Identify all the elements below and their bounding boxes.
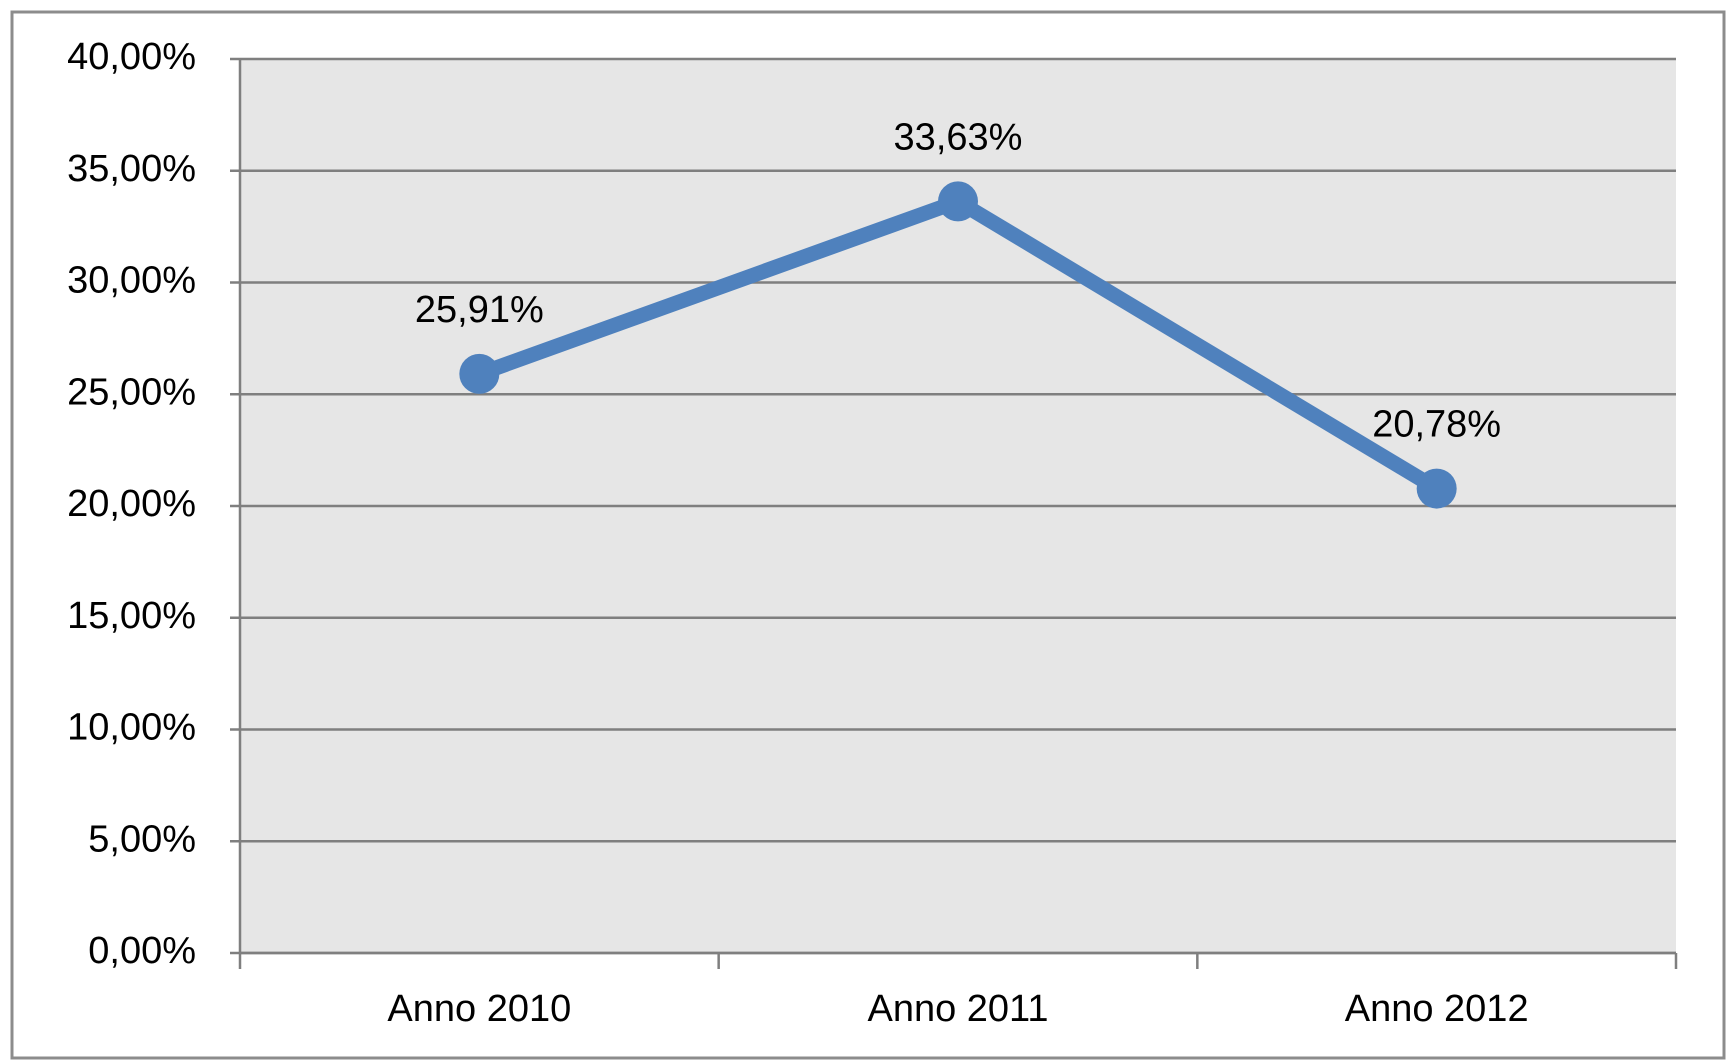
y-tick-label: 20,00% [67,483,196,525]
y-tick-label: 25,00% [67,371,196,413]
data-label: 25,91% [415,289,544,331]
data-point [459,353,500,394]
data-point [1416,468,1457,509]
y-tick-label: 0,00% [88,930,196,972]
y-tick-label: 40,00% [67,36,196,78]
data-point [938,181,978,222]
y-tick-label: 5,00% [88,818,196,860]
y-tick-label: 15,00% [67,595,196,637]
data-label: 20,78% [1372,404,1501,446]
x-tick-label: Anno 2012 [1345,988,1529,1030]
data-label: 33,63% [894,116,1023,158]
y-tick-label: 30,00% [67,260,196,302]
y-tick-label: 10,00% [67,707,196,749]
x-tick-label: Anno 2011 [867,988,1048,1030]
x-tick-label: Anno 2010 [387,988,571,1030]
y-tick-label: 35,00% [67,148,196,190]
